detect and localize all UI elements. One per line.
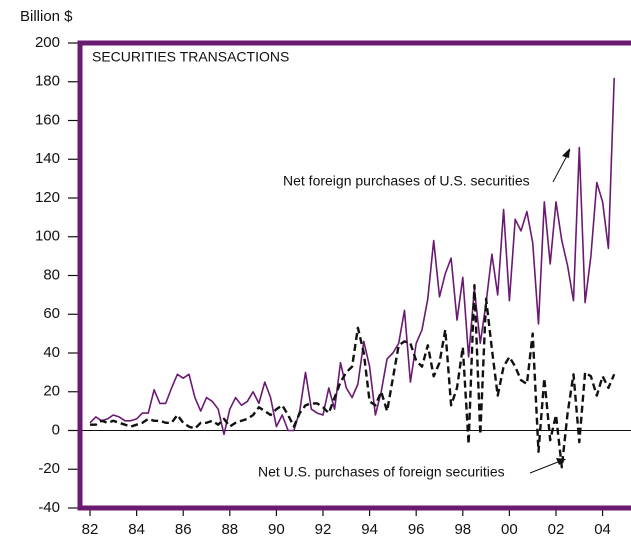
panel-title: SECURITIES TRANSACTIONS (92, 49, 289, 65)
series-line (90, 284, 616, 469)
y-tick-label: 20 (43, 383, 60, 400)
series-line (89, 77, 615, 436)
x-tick-label: 02 (548, 521, 565, 538)
x-tick-label: 96 (408, 521, 425, 538)
annotation: Net U.S. purchases of foreign securities (258, 464, 505, 480)
y-tick-label: 100 (35, 228, 60, 245)
arrow (529, 459, 564, 474)
y-axis-label: Billion $ (20, 8, 73, 25)
x-tick-label: 90 (268, 521, 285, 538)
y-tick-label: 140 (35, 150, 60, 167)
y-tick-label: 160 (35, 111, 60, 128)
y-tick-label: 180 (35, 73, 60, 90)
x-tick-label: 84 (128, 521, 145, 538)
x-tick-label: 82 (82, 521, 99, 538)
x-tick-label: 88 (221, 521, 238, 538)
x-tick-label: 92 (315, 521, 332, 538)
x-tick-label: 86 (175, 521, 192, 538)
x-tick-label: 04 (594, 521, 611, 538)
annotation: Net foreign purchases of U.S. securities (283, 173, 530, 189)
y-tick-label: 120 (35, 189, 60, 206)
y-tick-label: 200 (35, 34, 60, 51)
x-tick-label: 00 (501, 521, 518, 538)
arrow-head (562, 148, 570, 158)
x-tick-label: 94 (361, 521, 378, 538)
y-tick-label: 80 (43, 266, 60, 283)
y-tick-label: -40 (38, 499, 60, 516)
y-tick-label: 40 (43, 344, 60, 361)
y-tick-label: 60 (43, 305, 60, 322)
x-tick-label: 98 (454, 521, 471, 538)
y-tick-label: -20 (38, 460, 60, 477)
y-tick-label: 0 (52, 421, 60, 438)
